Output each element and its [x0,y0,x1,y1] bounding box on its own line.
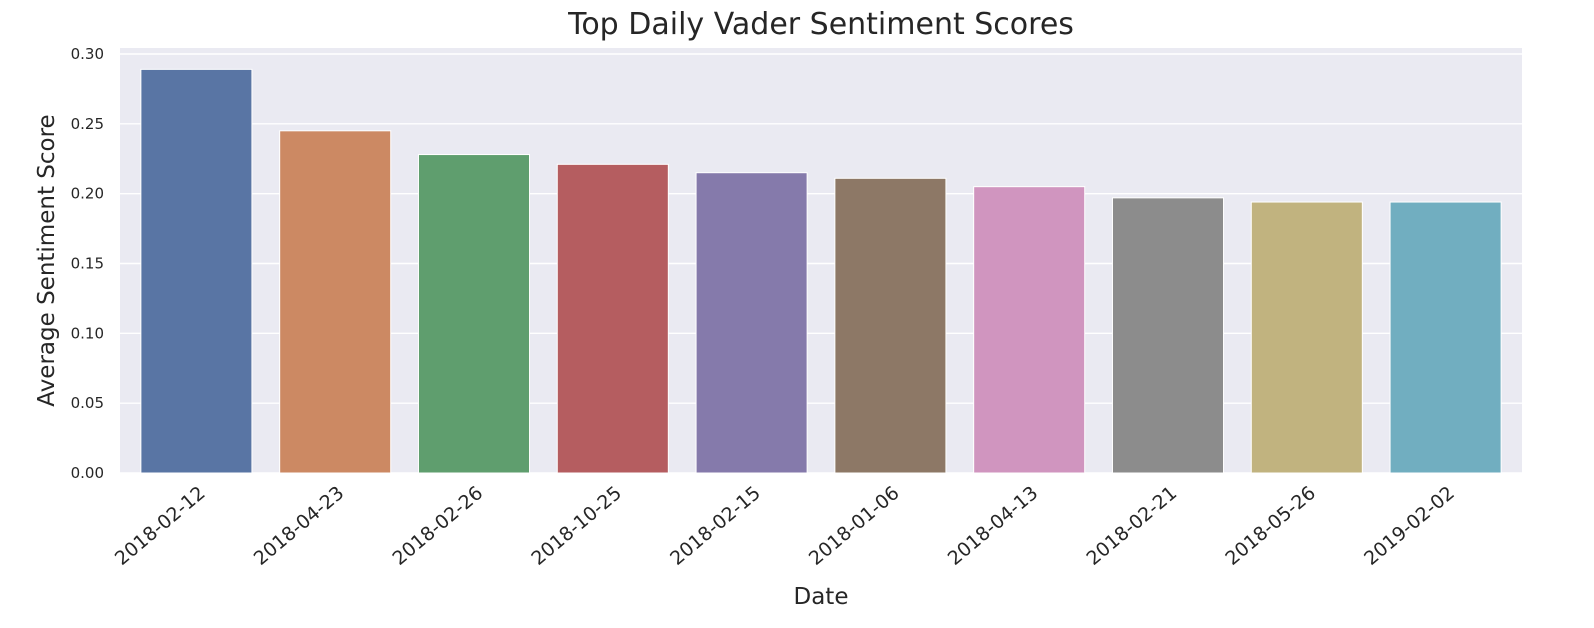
y-tick-label: 0.10 [71,324,104,342]
x-tick-label: 2018-02-12 [111,482,210,570]
y-tick-label: 0.30 [71,45,104,63]
x-tick-label: 2019-02-02 [1360,482,1459,570]
y-tick-label: 0.05 [71,394,104,412]
bar-2018-02-12 [140,68,253,474]
bar-2018-10-25 [556,163,669,474]
x-tick-labels: 2018-02-12 2018-04-23 2018-02-26 2018-10-25… [111,482,1459,570]
x-tick-label: 2018-10-25 [527,482,626,570]
x-tick-label: 2018-04-23 [250,482,349,570]
chart-title: Top Daily Vader Sentiment Scores [567,7,1074,42]
y-tick-label: 0.20 [71,185,104,203]
y-tick-label: 0.00 [71,464,104,482]
x-tick-label: 2018-02-15 [666,482,765,570]
x-axis-label: Date [794,584,849,610]
bar-2018-02-15 [695,172,808,474]
bar-2018-02-26 [417,154,531,474]
bar-2018-04-13 [973,186,1086,474]
bar-2018-05-26 [1250,201,1363,474]
bar-2018-01-06 [834,177,947,474]
x-tick-label: 2018-01-06 [805,482,904,570]
x-tick-label: 2018-02-26 [388,482,487,570]
y-tick-labels: 0.00 0.05 0.10 0.15 0.20 0.25 0.30 [71,45,104,482]
bar-2018-04-23 [279,130,392,474]
bar-2018-02-21 [1111,197,1225,474]
x-tick-label: 2018-02-21 [1082,482,1181,570]
bars [140,68,1502,474]
y-tick-label: 0.15 [71,255,104,273]
y-axis-label: Average Sentiment Score [34,114,60,406]
x-tick-label: 2018-05-26 [1221,482,1320,570]
y-tick-label: 0.25 [71,115,104,133]
bar-2019-02-02 [1389,201,1502,474]
x-tick-label: 2018-04-13 [944,482,1043,570]
